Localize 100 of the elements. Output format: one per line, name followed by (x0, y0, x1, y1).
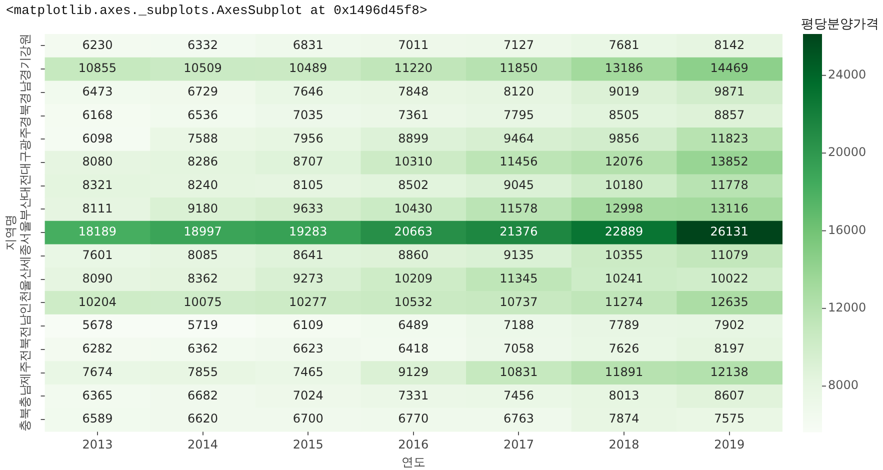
y-tick-label: 광주 (18, 127, 32, 152)
data-label: 9856 (608, 131, 640, 146)
data-label: 7795 (503, 108, 534, 122)
data-label: 7331 (398, 388, 429, 402)
y-tick-label: 강원 (18, 34, 32, 58)
data-label: 9273 (292, 271, 324, 286)
data-label: 6763 (503, 412, 534, 426)
data-label: 13186 (604, 61, 644, 76)
data-label: 8857 (714, 108, 745, 122)
y-tick-label: 인천 (18, 290, 32, 315)
data-label: 11079 (710, 248, 748, 262)
data-label: 6362 (188, 342, 218, 356)
y-tick-label: 울산 (18, 267, 32, 292)
data-label: 6729 (188, 84, 218, 99)
data-label: 8120 (503, 84, 534, 99)
data-label: 10022 (710, 271, 748, 286)
data-label: 7789 (608, 318, 640, 332)
y-tick-label: 경북 (18, 104, 32, 128)
data-label: 5678 (82, 318, 113, 332)
color-bar-label: 16000 (828, 222, 866, 237)
data-label: 8197 (714, 342, 745, 356)
data-label: 7465 (292, 364, 324, 379)
color-bar-title: 평당분양가격 (801, 16, 879, 32)
data-label: 8607 (714, 388, 745, 402)
y-tick-label: 대전 (18, 174, 32, 198)
data-label: 26131 (710, 224, 748, 239)
data-label: 10489 (288, 61, 328, 76)
data-label: 7035 (292, 108, 324, 122)
y-tick-label: 세종 (18, 244, 32, 268)
data-label: 11778 (710, 178, 748, 192)
y-tick-label: 제주 (18, 360, 32, 385)
data-label: 21376 (500, 224, 538, 239)
data-label: 8080 (82, 154, 113, 169)
x-tick-label: 2018 (608, 438, 640, 452)
data-label: 9633 (292, 201, 324, 216)
data-label: 11891 (604, 364, 644, 379)
x-axis-title: 연도 (401, 454, 426, 469)
data-label: 6365 (82, 388, 113, 402)
data-label: 14469 (710, 61, 748, 76)
data-label: 8505 (608, 108, 640, 122)
data-label: 11220 (394, 61, 432, 76)
data-label: 9871 (714, 84, 745, 99)
data-label: 7575 (714, 412, 745, 426)
data-label: 12138 (710, 364, 748, 379)
data-label: 8286 (188, 154, 218, 169)
color-bar-label: 12000 (828, 300, 866, 315)
data-label: 12635 (710, 294, 748, 309)
data-label: 8860 (398, 248, 429, 262)
data-label: 12998 (604, 201, 644, 216)
data-label: 11456 (500, 154, 538, 169)
data-label: 6682 (188, 388, 218, 402)
data-label: 6589 (82, 412, 113, 426)
data-label: 9129 (398, 364, 429, 379)
data-label: 8142 (714, 38, 745, 52)
y-tick-label: 경기 (18, 57, 32, 82)
data-label: 9180 (188, 201, 218, 216)
data-label: 10075 (184, 294, 222, 309)
data-label: 6623 (292, 342, 324, 356)
data-label: 7601 (82, 248, 113, 262)
data-label: 7058 (503, 342, 534, 356)
color-bar-label: 8000 (828, 378, 859, 392)
data-label: 10532 (394, 294, 432, 309)
color-bar-label: 24000 (828, 68, 866, 82)
data-label: 18997 (184, 224, 222, 239)
y-tick-label: 서울 (18, 220, 32, 245)
data-label: 12076 (604, 154, 644, 169)
data-label: 8085 (188, 248, 218, 262)
data-label: 13116 (710, 201, 748, 216)
data-label: 10277 (288, 294, 328, 309)
data-label: 6489 (398, 318, 429, 332)
data-label: 7674 (82, 364, 113, 379)
data-label: 11274 (604, 294, 644, 309)
data-label: 7011 (398, 38, 429, 52)
data-label: 10355 (604, 248, 644, 262)
data-label: 7681 (608, 38, 640, 52)
data-label: 10430 (394, 201, 432, 216)
data-label: 8899 (398, 131, 429, 146)
data-label: 10855 (78, 61, 117, 76)
data-label: 9464 (503, 131, 534, 146)
data-label: 6473 (82, 84, 113, 99)
data-label: 8362 (188, 271, 218, 286)
data-label: 6418 (398, 342, 429, 356)
data-label: 6098 (82, 131, 113, 146)
y-tick-label: 부산 (18, 197, 32, 222)
data-label: 8502 (398, 178, 429, 192)
data-label: 6700 (292, 412, 324, 426)
data-label: 6282 (82, 342, 113, 356)
data-label: 11850 (500, 61, 538, 76)
data-label: 10831 (500, 364, 538, 379)
data-label: 9019 (608, 84, 640, 99)
data-label: 10204 (78, 294, 117, 309)
x-tick-label: 2015 (292, 438, 324, 452)
data-label: 10241 (604, 271, 644, 286)
data-label: 8013 (608, 388, 640, 402)
data-label: 7646 (292, 84, 324, 99)
data-label: 9135 (503, 248, 534, 262)
data-label: 7024 (292, 388, 324, 402)
data-label: 7626 (608, 342, 640, 356)
data-label: 20663 (394, 224, 432, 239)
data-label: 8111 (82, 201, 113, 216)
